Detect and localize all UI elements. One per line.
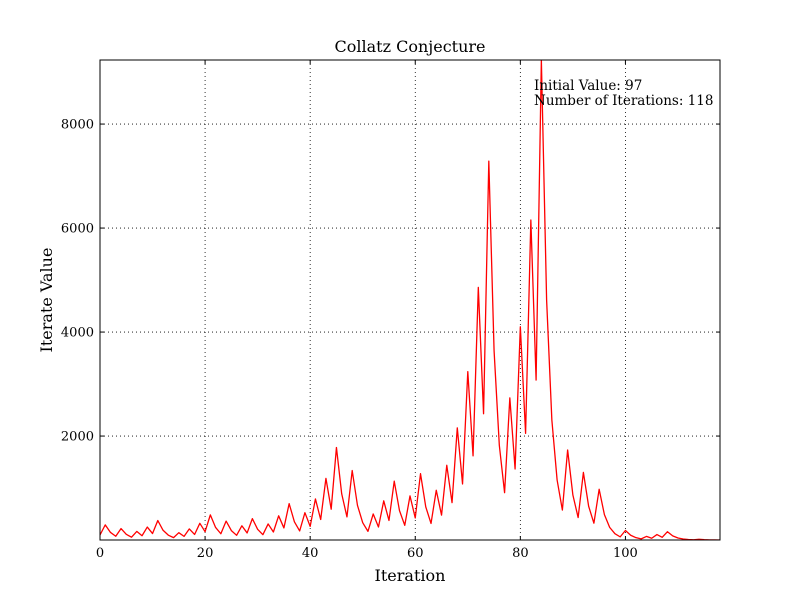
x-tick-label: 100 — [613, 546, 638, 561]
x-axis-label: Iteration — [375, 566, 446, 585]
y-tick-label: 2000 — [61, 430, 94, 445]
plot-frame — [99, 59, 721, 541]
y-tick-label: 8000 — [61, 118, 94, 133]
series-line — [100, 60, 720, 540]
x-tick-label: 80 — [512, 546, 529, 561]
x-tick-label: 40 — [302, 546, 319, 561]
annotation-initial-value: Initial Value: 97 — [534, 78, 642, 94]
grid-layer — [100, 60, 720, 540]
x-tick-label: 60 — [407, 546, 424, 561]
chart-title: Collatz Conjecture — [334, 37, 485, 56]
x-tick-label: 20 — [197, 546, 214, 561]
y-tick-label: 4000 — [61, 326, 94, 341]
annotation-iterations: Number of Iterations: 118 — [534, 93, 713, 109]
x-tick-label: 0 — [96, 546, 104, 561]
y-axis-label: Iterate Value — [37, 248, 56, 353]
y-tick-label: 6000 — [61, 222, 94, 237]
tick-layer: 0 20 40 60 80 100 2000 4000 6000 8000 — [61, 60, 720, 561]
series-layer — [100, 60, 720, 540]
